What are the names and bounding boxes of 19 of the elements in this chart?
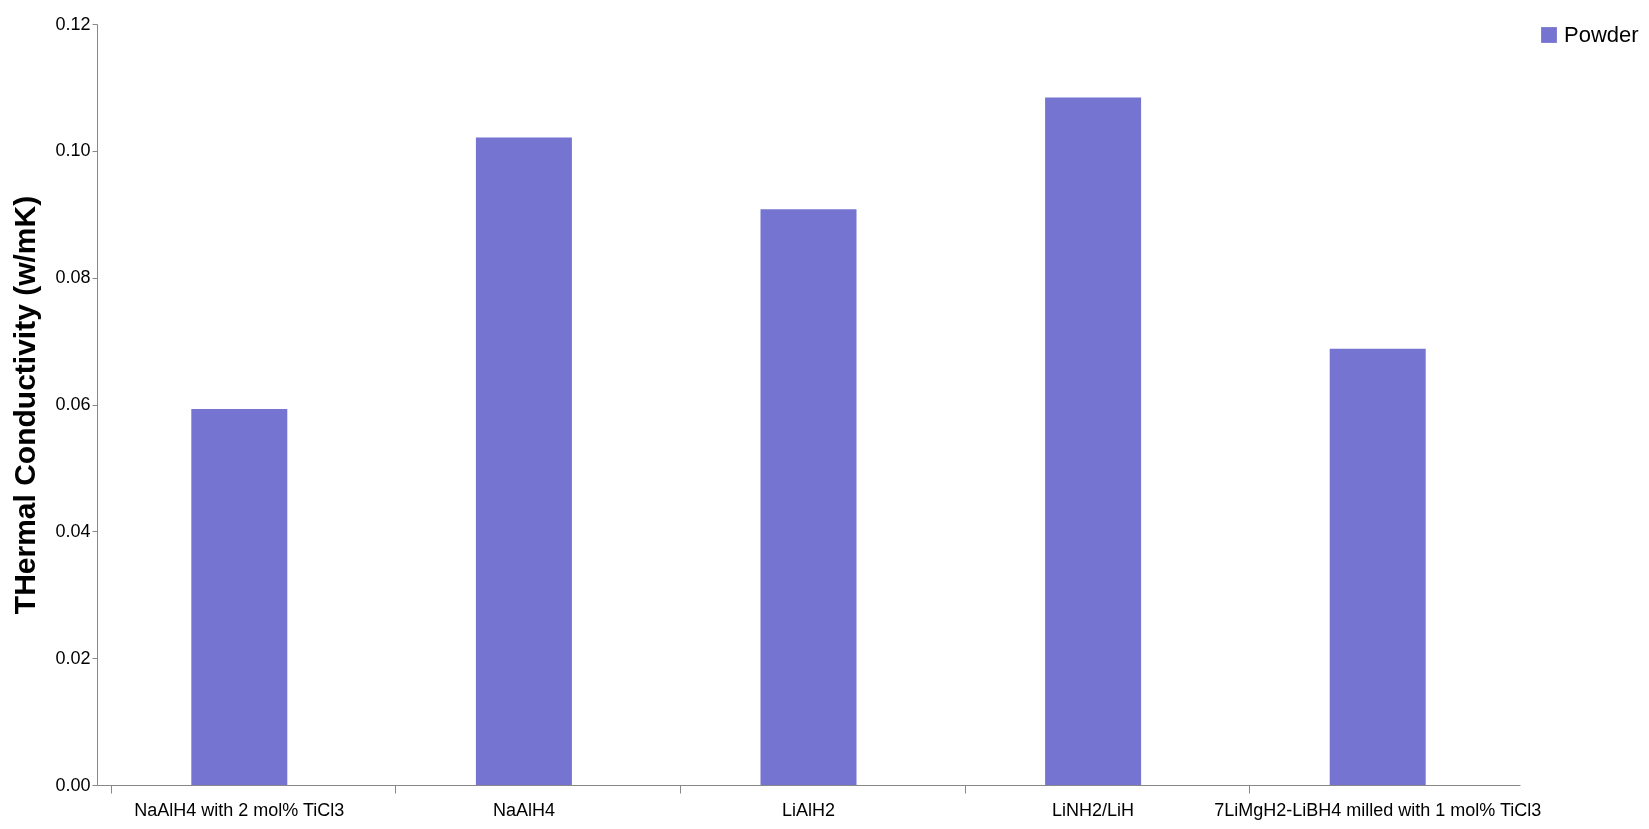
x-tick-label: 7LiMgH2-LiBH4 milled with 1 mol% TiCl3 <box>1214 799 1542 820</box>
bar <box>475 137 572 785</box>
y-tick-label: 0.12 <box>55 13 91 34</box>
y-tick-label: 0.06 <box>55 394 91 414</box>
y-tick-label: 0.10 <box>55 140 91 161</box>
x-tick-label: NaAlH4 with 2 mol% TiCl3 <box>134 799 345 820</box>
x-tick-label: LiAlH2 <box>781 799 836 820</box>
bar <box>1045 97 1142 785</box>
legend-label: Powder <box>1564 22 1639 47</box>
bar <box>191 408 288 785</box>
bar <box>760 209 857 785</box>
x-tick-label: LiNH2/LiH <box>1052 799 1135 820</box>
y-tick-label: 0.08 <box>55 267 91 288</box>
y-tick-label: 0.00 <box>55 774 91 795</box>
bar <box>1329 348 1426 785</box>
x-tick-label: NaAlH4 <box>492 799 555 820</box>
y-tick-label: 0.04 <box>55 520 91 541</box>
y-tick-label: 0.02 <box>55 647 91 668</box>
y-axis-title: THermal Conductivity (w/mK) <box>8 195 42 615</box>
